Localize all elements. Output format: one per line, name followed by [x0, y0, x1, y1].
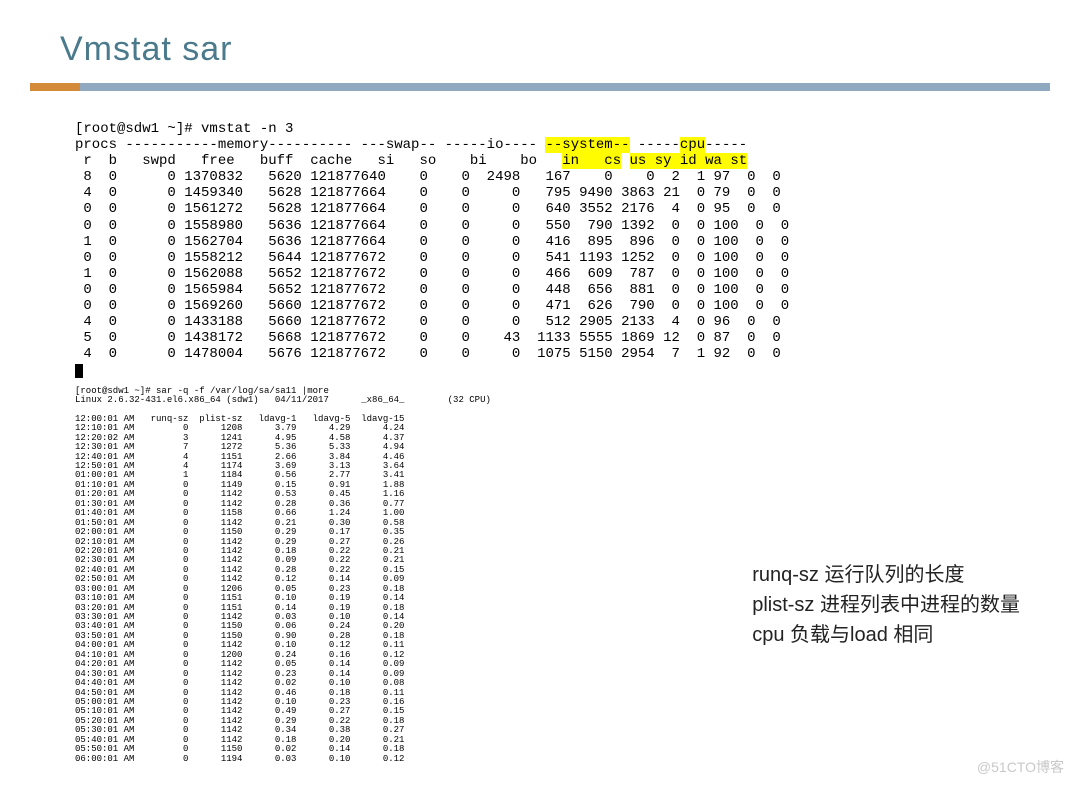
vmstat-output: [root@sdw1 ~]# vmstat -n 3 procs -------… [75, 121, 1080, 379]
cursor-block [75, 364, 83, 378]
slide-title: Vmstat sar [0, 0, 1080, 69]
vmstat-hdr2-a: r b swpd free buff cache si so bi bo [75, 153, 562, 169]
annotations: runq-sz 运行队列的长度 plist-sz 进程列表中进程的数量 cpu … [752, 560, 1020, 650]
rule-orange [30, 83, 80, 91]
note-runq: runq-sz 运行队列的长度 [752, 560, 1020, 590]
vmstat-rows: 8 0 0 1370832 5620 121877640 0 0 2498 16… [75, 169, 789, 362]
vmstat-hdr1-cpu: cpu [680, 137, 705, 153]
sar-rows: 12:10:01 AM 0 1208 3.79 4.29 4.24 12:20:… [75, 423, 404, 763]
vmstat-hdr2-cpu: us sy id wa st [630, 153, 748, 169]
header-rule [0, 83, 1080, 91]
rule-blue [80, 83, 1050, 91]
vmstat-hdr1-a: procs -----------memory---------- ---swa… [75, 137, 545, 153]
sar-kernel-hdr: Linux 2.6.32-431.el6.x86_64 (sdw1) 04/11… [75, 395, 491, 405]
vmstat-hdr1-system: --system-- [545, 137, 629, 153]
vmstat-cmd: [root@sdw1 ~]# vmstat -n 3 [75, 121, 293, 137]
note-plist: plist-sz 进程列表中进程的数量 [752, 590, 1020, 620]
note-cpu: cpu 负载与load 相同 [752, 620, 1020, 650]
vmstat-hdr2-incs: in cs [562, 153, 621, 169]
watermark: @51CTO博客 [977, 757, 1064, 777]
